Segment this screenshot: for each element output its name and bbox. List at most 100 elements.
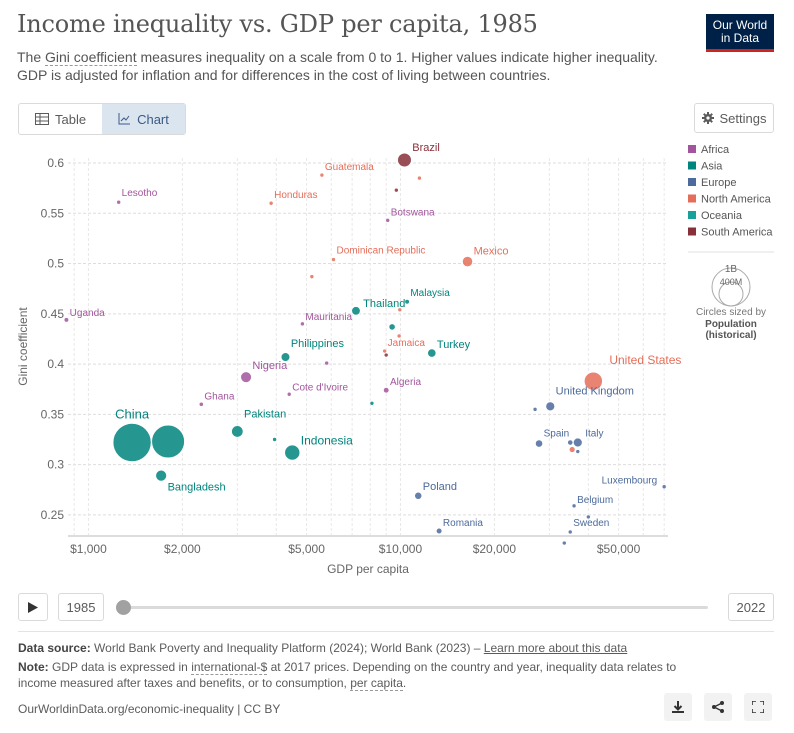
data-point [397,307,403,313]
chart-subtitle: The Gini coefficient measures inequality… [17,48,687,84]
logo-line-1: Our World [712,18,768,32]
y-tick-label: 0.6 [47,156,64,170]
data-point [272,437,277,442]
point-label: Mexico [474,246,509,258]
point-label: Philippines [291,338,345,350]
scatter-chart: 0.25 0.3 0.35 0.4 0.45 0.5 0.55 0.6 $1,000 $2,000… [16,142,774,576]
gini-coefficient-link[interactable]: Gini coefficient [45,49,137,66]
point-label: Dominican Republic [336,246,425,257]
data-point [571,503,577,509]
x-axis-label: GDP per capita [327,562,409,576]
x-tick-label: $50,000 [597,542,641,556]
size-legend-caption: Circles sized by [696,307,766,318]
view-tabs: Table Chart [18,103,186,135]
note-label: Note: [18,660,49,674]
learn-more-link[interactable]: Learn more about this data [483,641,628,655]
point-label: Algeria [390,377,422,388]
y-tick-label: 0.35 [41,407,65,421]
timeline-slider[interactable] [118,606,708,609]
point-label: United States [609,353,681,367]
owid-logo[interactable]: Our World in Data [706,14,774,52]
data-point [331,257,336,262]
legend-label: Oceania [701,210,743,222]
fullscreen-button[interactable] [744,693,772,721]
point-label: Honduras [274,190,317,201]
download-icon [672,701,684,713]
point-label: Cote d'Ivoire [292,382,348,393]
note-text-mid: at 2017 prices. Depending on the country… [18,660,677,690]
point-label: Nigeria [252,360,288,372]
play-button[interactable] [18,593,48,621]
point-label: Thailand [363,298,405,310]
legend-swatch [688,227,696,236]
end-year-box[interactable]: 2022 [728,593,774,621]
source-url[interactable]: OurWorldinData.org/economic-inequality |… [18,702,281,716]
tab-table[interactable]: Table [19,104,102,134]
source-text: World Bank Poverty and Inequality Platfo… [90,641,484,655]
data-point [575,449,581,454]
y-tick-label: 0.3 [47,458,64,472]
size-legend-variable-note: (historical) [705,330,756,341]
data-point [63,317,69,323]
data-point [383,387,390,394]
data-point [383,352,389,358]
point-label: Mauritania [305,312,352,323]
settings-button[interactable]: Settings [694,103,774,133]
settings-label: Settings [719,110,767,126]
data-point [394,187,399,193]
size-legend-small-circle [718,281,744,307]
subtitle-text: The [17,49,46,65]
data-point [573,437,583,448]
tab-chart[interactable]: Chart [102,104,185,134]
point-label: Pakistan [244,408,286,420]
data-point [155,469,167,482]
international-dollar-link[interactable]: international-$ [191,660,268,675]
data-point [351,306,361,316]
point-label: Italy [585,429,603,440]
x-tick-label: $5,000 [288,542,325,556]
chart-icon [118,113,131,125]
point-label: Uganda [70,308,105,319]
fullscreen-icon [752,701,764,713]
table-icon [35,113,49,125]
data-point [545,401,555,412]
data-point [231,425,244,438]
data-point [462,256,473,267]
y-tick-label: 0.4 [47,357,64,371]
legend-swatch [688,145,696,153]
point-label: Romania [443,518,483,529]
data-point [586,514,591,520]
point-label: United Kingdom [556,385,634,397]
start-year-box[interactable]: 1985 [58,593,104,621]
data-point [151,424,185,459]
data-point [268,200,274,206]
point-label: Ghana [204,391,234,402]
legend-label: South America [701,227,773,239]
share-button[interactable] [704,693,732,721]
data-source: Data source: World Bank Poverty and Ineq… [18,640,738,656]
legend-swatch [688,211,696,219]
divider [18,631,774,632]
data-point [284,444,301,461]
legend-swatch [688,161,696,170]
data-point [567,529,573,535]
y-tick-label: 0.55 [41,206,65,220]
data-point [404,299,410,305]
point-label: Belgium [577,495,613,506]
subtitle-text-rest: measures inequality on a scale from 0 to… [17,49,658,83]
x-tick-label: $20,000 [473,542,517,556]
data-point [661,484,667,490]
point-label: Poland [423,481,457,493]
data-point [286,391,292,397]
download-button[interactable] [664,693,692,721]
tab-table-label: Table [55,111,87,127]
legend-label: North America [701,194,772,206]
data-point [584,371,603,391]
timeline-handle[interactable] [116,600,131,615]
legend-label: Asia [701,161,723,173]
data-point [116,199,121,205]
data-point [427,348,437,358]
legend-swatch [688,194,696,203]
data-point [414,491,423,500]
per-capita-link[interactable]: per capita [350,676,403,691]
